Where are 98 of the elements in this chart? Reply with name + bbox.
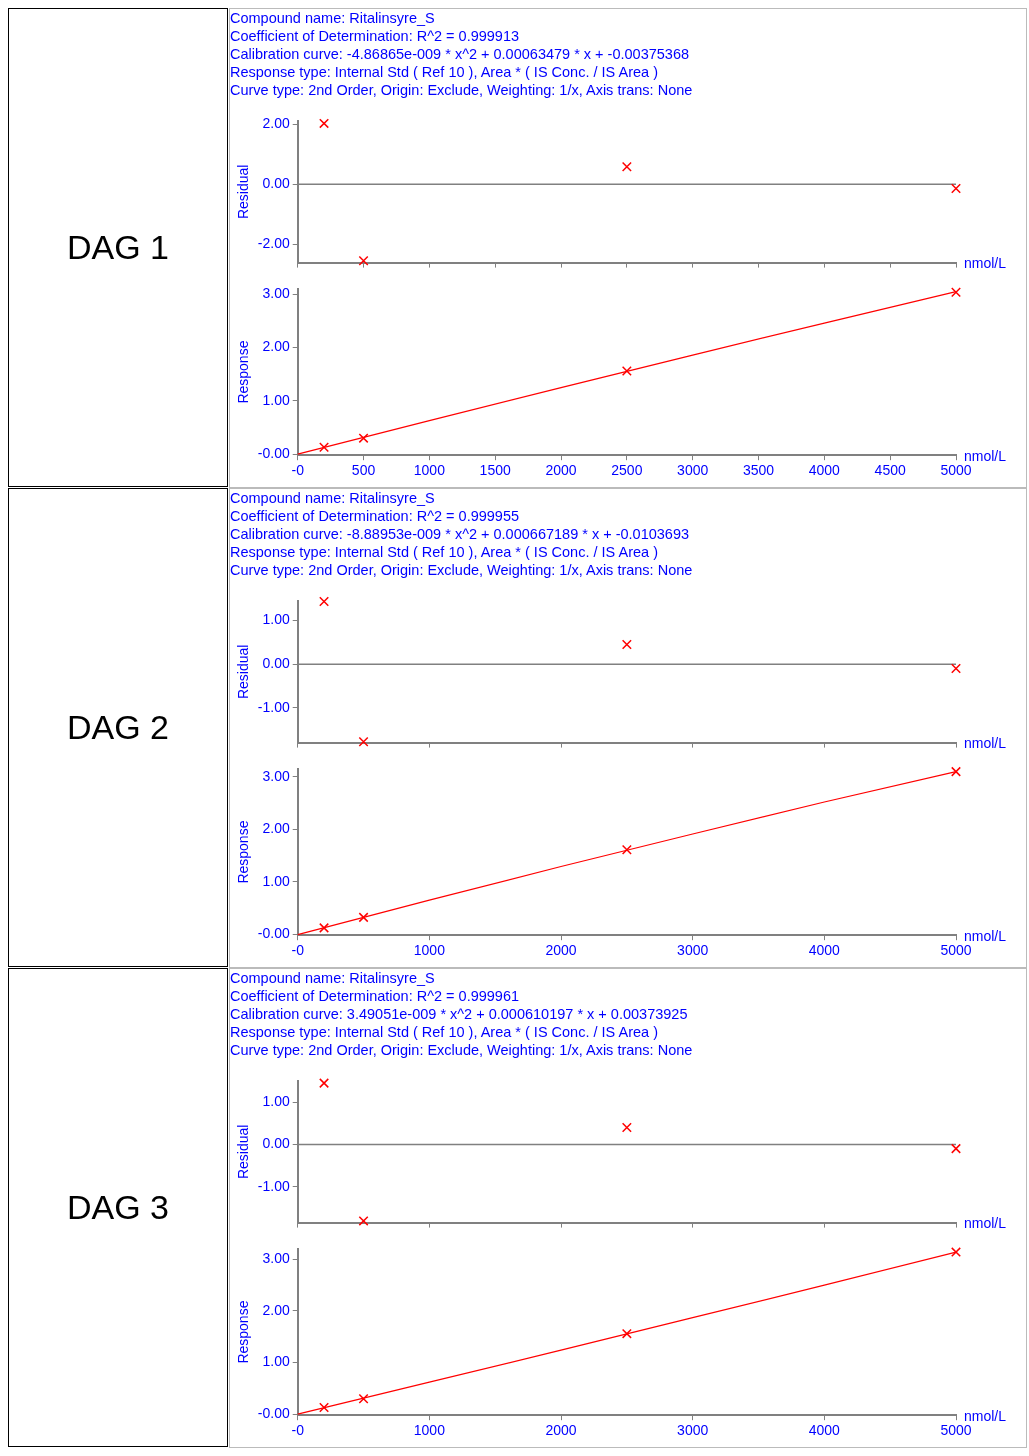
text: Coefficient of Determination: R^2 = 0.999961 <box>230 987 521 1005</box>
text: Response type: Internal Std ( Ref 10 ), Area * ( IS Conc. / IS Area ) <box>230 543 659 561</box>
y-tick-label: 1.00 <box>262 872 290 889</box>
text: DAG 3 <box>8 968 228 1447</box>
x-tick-label: 1000 <box>413 1422 446 1439</box>
x-tick-label: 2000 <box>545 942 577 959</box>
point <box>319 596 330 607</box>
x-tick-label: 1500 <box>479 462 511 479</box>
text: Calibration curve: -8.88953e-009 * x^2 + 0.000667189 * x + -0.0103693 <box>230 525 691 543</box>
y-tick-label: 1.00 <box>262 1353 290 1370</box>
x-tick-label: 5000 <box>940 1422 972 1439</box>
y-tick-label: 0.00 <box>262 1135 290 1152</box>
point <box>358 433 369 444</box>
x-tick-label: 2000 <box>545 462 577 479</box>
point <box>319 922 330 933</box>
point <box>319 118 330 129</box>
x-tick-label: 2500 <box>611 462 643 479</box>
x-tick-label: 3000 <box>677 462 709 479</box>
y-tick-label: 2.00 <box>262 114 290 131</box>
y-tick-label: 3.00 <box>262 767 290 784</box>
y-tick-label: -0.00 <box>257 1405 290 1422</box>
text: Calibration curve: 3.49051e-009 * x^2 + 0.000610197 * x + 0.00373925 <box>230 1005 689 1023</box>
x-axis-title: nmol/L <box>964 735 1007 752</box>
text: Curve type: 2nd Order, Origin: Exclude, Weighting: 1/x, Axis trans: None <box>230 561 694 579</box>
y-tick-label: -0.00 <box>257 925 290 942</box>
point <box>621 366 632 377</box>
x-tick-label: 5000 <box>940 462 972 479</box>
x-tick-label: 4500 <box>874 462 906 479</box>
point <box>621 161 632 172</box>
x-tick-label: 1000 <box>413 462 446 479</box>
x-tick-label: -0 <box>291 1422 305 1439</box>
point <box>951 766 961 777</box>
text: Coefficient of Determination: R^2 = 0.999913 <box>230 27 521 45</box>
x-tick-label: -0 <box>291 942 305 959</box>
y-tick-label: -0.00 <box>257 444 290 461</box>
point <box>358 1215 369 1226</box>
y-tick-label: 3.00 <box>262 285 290 302</box>
point <box>621 1328 632 1339</box>
point <box>621 639 632 650</box>
point <box>951 1143 961 1154</box>
point <box>951 287 961 298</box>
chart-title: Compound name: Ritalinsyre_S <box>230 489 436 507</box>
y-tick-label: 3.00 <box>262 1250 290 1267</box>
point <box>621 844 632 855</box>
x-tick-label: -0 <box>291 462 305 479</box>
x-tick-label: 4000 <box>808 942 841 959</box>
text: Response type: Internal Std ( Ref 10 ), Area * ( IS Conc. / IS Area ) <box>230 1023 659 1041</box>
chart-title: Compound name: Ritalinsyre_S <box>230 969 436 987</box>
chart-title: Compound name: Ritalinsyre_S <box>230 9 436 27</box>
y-tick-label: 1.00 <box>262 1092 290 1109</box>
point <box>951 183 961 194</box>
text: DAG 1 <box>8 8 228 487</box>
point <box>358 912 369 923</box>
y-axis-title: Residual <box>235 644 252 700</box>
y-axis-title: Response <box>235 820 252 884</box>
x-tick-label: 2000 <box>545 1422 577 1439</box>
point <box>319 1402 330 1413</box>
point <box>621 1122 632 1133</box>
text: Response type: Internal Std ( Ref 10 ), Area * ( IS Conc. / IS Area ) <box>230 63 659 81</box>
point <box>319 1078 330 1089</box>
text: Coefficient of Determination: R^2 = 0.999955 <box>230 507 521 525</box>
y-tick-label: 2.00 <box>262 820 290 837</box>
x-tick-label: 500 <box>351 462 376 479</box>
text: Curve type: 2nd Order, Origin: Exclude, Weighting: 1/x, Axis trans: None <box>230 81 694 99</box>
y-tick-label: 2.00 <box>262 1301 290 1318</box>
x-tick-label: 3000 <box>677 1422 709 1439</box>
y-axis-title: Response <box>235 1300 252 1364</box>
point <box>358 255 369 266</box>
x-tick-label: 5000 <box>940 942 972 959</box>
y-tick-label: -1.00 <box>257 698 290 715</box>
y-tick-label: -2.00 <box>257 235 290 252</box>
x-axis-title: nmol/L <box>964 255 1007 272</box>
text: Calibration curve: -4.86865e-009 * x^2 + 0.00063479 * x + -0.00375368 <box>230 45 691 63</box>
y-tick-label: 0.00 <box>262 175 290 192</box>
y-axis-title: Response <box>235 340 252 404</box>
y-tick-label: -1.00 <box>257 1177 290 1194</box>
y-tick-label: 0.00 <box>262 655 290 672</box>
point <box>358 736 369 747</box>
point <box>358 1393 369 1404</box>
y-tick-label: 1.00 <box>262 391 290 408</box>
x-tick-label: 3000 <box>677 942 709 959</box>
y-axis-title: Residual <box>235 164 252 220</box>
x-axis-title: nmol/L <box>964 448 1007 465</box>
point <box>951 1247 961 1258</box>
x-tick-label: 1000 <box>413 942 446 959</box>
y-tick-label: 2.00 <box>262 338 290 355</box>
text: Curve type: 2nd Order, Origin: Exclude, Weighting: 1/x, Axis trans: None <box>230 1041 694 1059</box>
point <box>319 442 330 453</box>
text: DAG 2 <box>8 488 228 967</box>
x-tick-label: 4000 <box>808 462 841 479</box>
y-axis-title: Residual <box>235 1124 252 1180</box>
x-axis-title: nmol/L <box>964 1408 1007 1425</box>
point <box>951 663 961 674</box>
y-tick-label: 1.00 <box>262 611 290 628</box>
x-axis-title: nmol/L <box>964 1215 1007 1232</box>
x-tick-label: 4000 <box>808 1422 841 1439</box>
x-tick-label: 3500 <box>742 462 775 479</box>
x-axis-title: nmol/L <box>964 928 1007 945</box>
